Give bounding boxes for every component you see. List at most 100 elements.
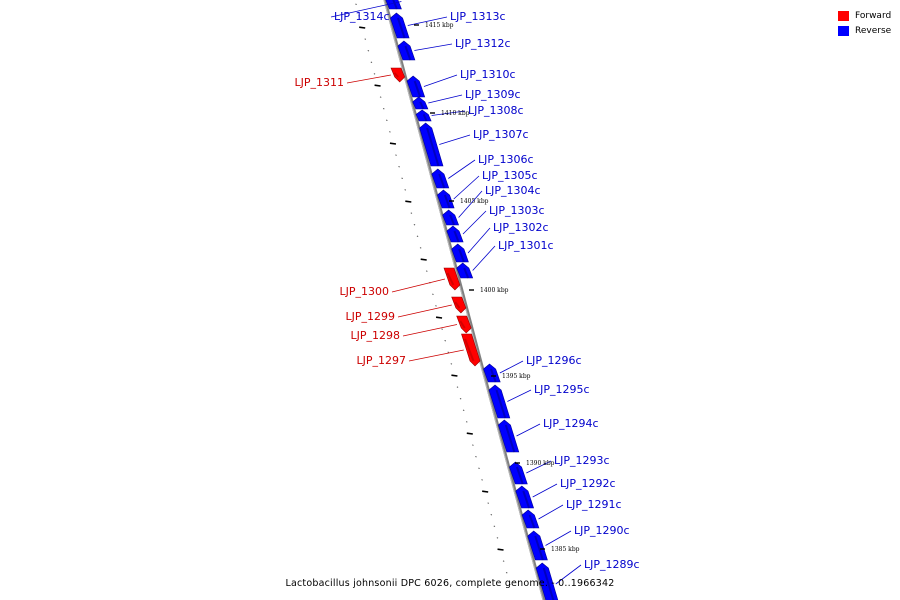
gene-label-ljp-1296c[interactable]: LJP_1296c xyxy=(526,354,582,367)
gene-bevel xyxy=(393,72,399,78)
scale-tick xyxy=(496,537,499,539)
backbone-highlight xyxy=(383,0,544,600)
leader-line xyxy=(330,1,402,18)
gene-label-ljp-1295c[interactable]: LJP_1295c xyxy=(534,383,590,396)
gene-label-ljp-1300[interactable]: LJP_1300 xyxy=(340,285,390,298)
kbp-marker-label: 1390 kbp xyxy=(526,460,555,467)
gene-bevel xyxy=(422,113,428,122)
gene-label-ljp-1289c[interactable]: LJP_1289c xyxy=(584,558,640,571)
scale-tick xyxy=(359,26,366,29)
leader-line xyxy=(448,159,476,179)
gene-label-ljp-1305c[interactable]: LJP_1305c xyxy=(482,169,538,182)
gene-label-ljp-1314c[interactable]: LJP_1314c xyxy=(334,10,390,23)
scale-tick xyxy=(382,107,385,110)
gene-bevel xyxy=(449,214,456,226)
scale-tick xyxy=(420,258,427,261)
scale-tick xyxy=(419,247,422,249)
gene-label-ljp-1290c[interactable]: LJP_1290c xyxy=(574,524,630,537)
gene-label-ljp-1298[interactable]: LJP_1298 xyxy=(351,329,401,342)
gene-bevel xyxy=(396,17,406,39)
scale-tick xyxy=(497,548,504,551)
backbone-line xyxy=(383,0,546,600)
scale-tick xyxy=(441,328,443,330)
gene-label-ljp-1312c[interactable]: LJP_1312c xyxy=(455,37,511,50)
leader-line xyxy=(391,278,446,293)
gene-bevel xyxy=(446,272,455,286)
gene-label-ljp-1292c[interactable]: LJP_1292c xyxy=(560,477,616,490)
gene-label-ljp-1308c[interactable]: LJP_1308c xyxy=(468,104,524,117)
gene-label-ljp-1302c[interactable]: LJP_1302c xyxy=(493,221,549,234)
leader-line xyxy=(499,360,524,374)
kbp-marker-label: 1405 kbp xyxy=(460,198,489,205)
scale-tick xyxy=(389,142,397,145)
gene-arrow-ljp-1299[interactable] xyxy=(451,296,467,314)
scale-tick xyxy=(370,61,373,64)
scale-tick xyxy=(466,432,473,435)
gene-label-ljp-1293c[interactable]: LJP_1293c xyxy=(554,454,610,467)
scale-tick xyxy=(385,119,388,122)
scale-tick xyxy=(505,571,508,574)
scale-tick xyxy=(401,177,403,180)
gene-label-ljp-1307c[interactable]: LJP_1307c xyxy=(473,128,529,141)
gene-label-ljp-1306c[interactable]: LJP_1306c xyxy=(478,153,534,166)
gene-bevel xyxy=(459,320,466,329)
scale-tick xyxy=(425,270,428,272)
strand-legend: Forward Reverse xyxy=(838,8,891,38)
genome-caption: Lactobacillus johnsonii DPC 6026, comple… xyxy=(285,578,615,589)
gene-bevel xyxy=(438,173,446,189)
gene-label-ljp-1310c[interactable]: LJP_1310c xyxy=(460,68,516,81)
legend-reverse-label: Reverse xyxy=(855,25,892,36)
leader-line xyxy=(423,74,458,87)
scale-tick xyxy=(398,165,400,168)
scale-tick xyxy=(451,374,458,377)
leader-line xyxy=(526,460,552,474)
gene-label-ljp-1299[interactable]: LJP_1299 xyxy=(346,310,396,323)
scale-tick xyxy=(358,15,360,17)
kbp-markers: 1415 kbp 1410 kbp 1405 kbp 1400 kbp 1395 kbp… xyxy=(414,22,580,553)
leader-line xyxy=(462,210,487,235)
gene-label-ljp-1311[interactable]: LJP_1311 xyxy=(295,76,345,89)
kbp-marker-label: 1385 kbp xyxy=(551,546,580,553)
gene-bevel xyxy=(534,535,544,561)
scale-tick xyxy=(410,212,413,214)
gene-bevel xyxy=(542,567,555,600)
gene-label-ljp-1297[interactable]: LJP_1297 xyxy=(357,354,407,367)
scale-tick xyxy=(465,421,468,423)
scale-tick xyxy=(475,455,477,458)
leader-line xyxy=(439,134,471,145)
gene-label-ljp-1304c[interactable]: LJP_1304c xyxy=(485,184,541,197)
gene-label-ljp-1313c[interactable]: LJP_1313c xyxy=(450,10,506,23)
gene-arrow-ljp-1298[interactable] xyxy=(456,315,472,334)
gene-bevel xyxy=(458,248,465,263)
scale-tick xyxy=(462,409,465,412)
gene-bevel xyxy=(522,490,531,509)
scale-tick xyxy=(373,73,376,75)
leader-line xyxy=(414,43,453,51)
leader-line xyxy=(555,564,582,585)
gene-label-ljp-1301c[interactable]: LJP_1301c xyxy=(498,239,554,252)
gene-label-ljp-1309c[interactable]: LJP_1309c xyxy=(465,88,521,101)
gene-arrow-ljp-1311[interactable] xyxy=(390,67,406,83)
leader-line xyxy=(407,16,448,26)
scale-tick xyxy=(395,154,397,156)
gene-features xyxy=(385,0,559,600)
genome-backbone xyxy=(383,0,546,600)
gene-bevel xyxy=(426,127,440,167)
scale-tick xyxy=(432,293,434,296)
leader-line xyxy=(538,504,564,520)
scale-tick xyxy=(435,305,437,307)
leader-line xyxy=(507,389,532,402)
leader-line xyxy=(453,175,480,200)
legend-reverse: Reverse xyxy=(838,23,891,38)
gene-label-ljp-1291c[interactable]: LJP_1291c xyxy=(566,498,622,511)
scale-tick xyxy=(508,583,511,586)
scale-tick xyxy=(364,38,367,40)
gene-label-ljp-1303c[interactable]: LJP_1303c xyxy=(489,204,545,217)
gene-label-ljp-1294c[interactable]: LJP_1294c xyxy=(543,417,599,430)
scale-tick xyxy=(482,490,489,493)
scale-tick xyxy=(405,200,412,203)
scale-tick xyxy=(374,84,381,87)
scale-tick xyxy=(416,235,419,238)
leader-line xyxy=(346,74,391,84)
